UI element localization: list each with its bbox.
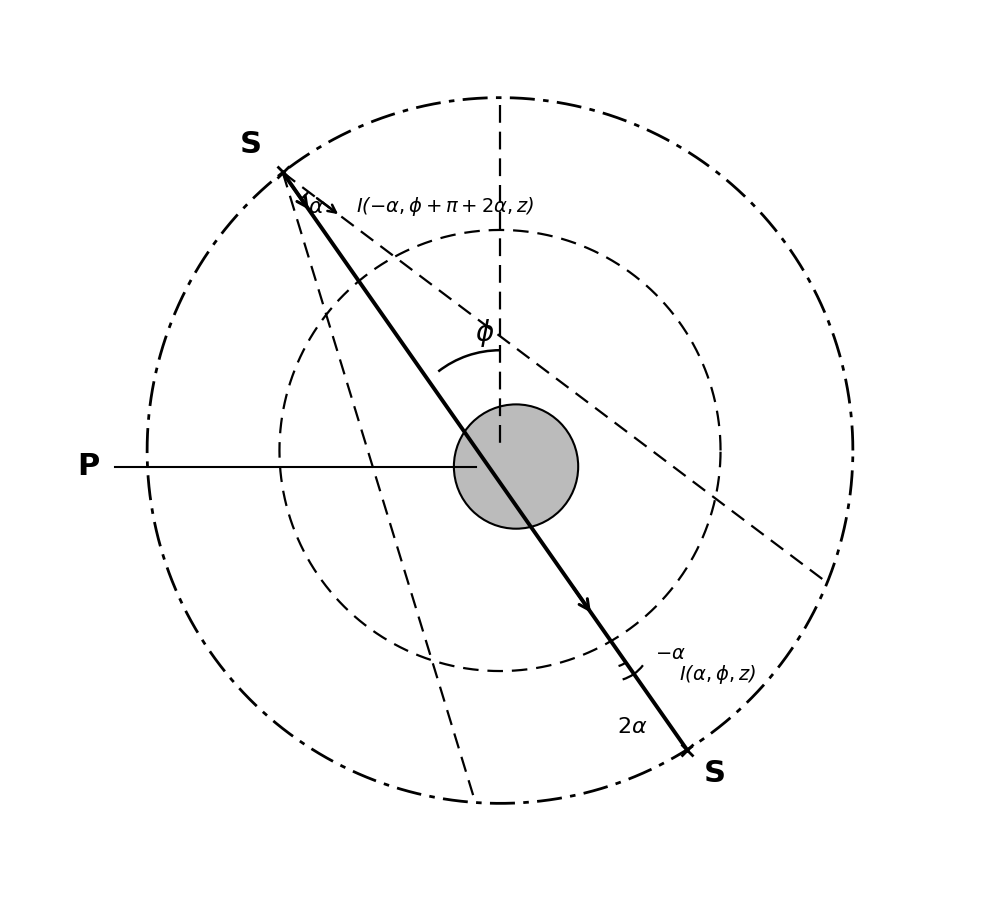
Text: $\phi$: $\phi$ [475,317,495,350]
Circle shape [454,405,578,529]
Text: $\alpha$: $\alpha$ [308,197,324,217]
Text: I($\alpha,\phi,$z): I($\alpha,\phi,$z) [679,663,756,687]
Text: S: S [240,130,262,159]
Text: S: S [704,760,726,788]
Text: P: P [77,452,99,481]
Text: $-\alpha$: $-\alpha$ [655,644,686,663]
Text: I($-\alpha,\phi+\pi+2\alpha,$z): I($-\alpha,\phi+\pi+2\alpha,$z) [356,196,534,218]
Text: $2\alpha$: $2\alpha$ [617,717,648,737]
